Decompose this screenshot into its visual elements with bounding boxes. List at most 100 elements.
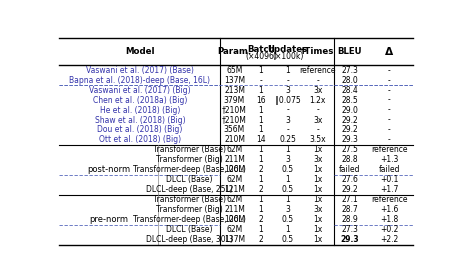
Text: reference: reference: [370, 195, 407, 204]
Text: 1x: 1x: [313, 215, 322, 224]
Text: He et al. (2018) (Big): He et al. (2018) (Big): [100, 105, 179, 115]
Text: 137M: 137M: [224, 235, 245, 244]
Text: -: -: [316, 126, 319, 134]
Text: Transformer-deep (Base, 20L): Transformer-deep (Base, 20L): [133, 215, 245, 224]
Text: BLEU: BLEU: [336, 47, 361, 56]
Text: DLCL (Base): DLCL (Base): [166, 175, 212, 184]
Text: reference: reference: [299, 66, 335, 75]
Text: 2: 2: [258, 215, 263, 224]
Text: 29.2: 29.2: [341, 185, 357, 194]
Text: 65M: 65M: [226, 66, 242, 75]
Text: -: -: [387, 86, 390, 95]
Text: 27.1: 27.1: [341, 195, 357, 204]
Text: 1x: 1x: [313, 165, 322, 174]
Text: Vaswani et al. (2017) (Big): Vaswani et al. (2017) (Big): [89, 86, 190, 95]
Text: 2: 2: [258, 165, 263, 174]
Text: Updates: Updates: [267, 45, 307, 54]
Text: (×100k): (×100k): [271, 52, 302, 61]
Text: 1: 1: [258, 155, 263, 164]
Text: 211M: 211M: [224, 205, 245, 214]
Text: 28.8: 28.8: [341, 155, 357, 164]
Text: Shaw et al. (2018) (Big): Shaw et al. (2018) (Big): [94, 116, 185, 124]
Text: 1: 1: [258, 145, 263, 155]
Text: Dou et al. (2018) (Big): Dou et al. (2018) (Big): [97, 126, 182, 134]
Text: -: -: [285, 105, 288, 115]
Text: 29.3: 29.3: [341, 136, 357, 144]
Text: 211M: 211M: [224, 155, 245, 164]
Text: 29.3: 29.3: [340, 235, 358, 244]
Text: 106M: 106M: [224, 215, 245, 224]
Text: Transformer-deep (Base, 20L): Transformer-deep (Base, 20L): [133, 165, 245, 174]
Text: Transformer (Big): Transformer (Big): [156, 155, 222, 164]
Text: Batch: Batch: [246, 45, 274, 54]
Text: 3x: 3x: [312, 205, 322, 214]
Text: †210M: †210M: [222, 105, 246, 115]
Text: 3.5x: 3.5x: [309, 136, 325, 144]
Text: Param.: Param.: [217, 47, 251, 56]
Text: 62M: 62M: [226, 225, 242, 234]
Text: -: -: [285, 76, 288, 85]
Text: failed: failed: [338, 165, 359, 174]
Text: post-norm: post-norm: [87, 165, 130, 174]
Text: 62M: 62M: [226, 175, 242, 184]
Text: 28.9: 28.9: [341, 215, 357, 224]
Text: 28.7: 28.7: [341, 205, 357, 214]
Text: DLCL-deep (Base, 30L): DLCL-deep (Base, 30L): [146, 235, 232, 244]
Text: 1: 1: [285, 66, 289, 75]
Text: 1: 1: [258, 195, 263, 204]
Text: 1x: 1x: [313, 175, 322, 184]
Text: 29.2: 29.2: [341, 126, 357, 134]
Text: 1: 1: [285, 195, 289, 204]
Text: Chen et al. (2018a) (Big): Chen et al. (2018a) (Big): [92, 95, 187, 105]
Text: pre-norm: pre-norm: [89, 215, 128, 224]
Text: 1: 1: [285, 145, 289, 155]
Text: 1: 1: [258, 105, 263, 115]
Text: Vaswani et al. (2017) (Base): Vaswani et al. (2017) (Base): [86, 66, 193, 75]
Text: -: -: [316, 105, 319, 115]
Text: +0.1: +0.1: [380, 175, 397, 184]
Text: 1x: 1x: [313, 225, 322, 234]
Text: +1.7: +1.7: [380, 185, 397, 194]
Text: -: -: [387, 126, 390, 134]
Text: 1x: 1x: [313, 195, 322, 204]
Text: Transformer (Big): Transformer (Big): [156, 205, 222, 214]
Text: +0.2: +0.2: [380, 225, 397, 234]
Text: Transformer (Base): Transformer (Base): [152, 145, 225, 155]
Text: Bapna et al. (2018)-deep (Base, 16L): Bapna et al. (2018)-deep (Base, 16L): [69, 76, 210, 85]
Text: 28.0: 28.0: [341, 76, 357, 85]
Text: Model: Model: [125, 47, 154, 56]
Text: 1: 1: [258, 86, 263, 95]
Text: 28.5: 28.5: [341, 95, 357, 105]
Text: 2: 2: [258, 185, 263, 194]
Text: -: -: [387, 105, 390, 115]
Text: 3x: 3x: [312, 116, 322, 124]
Text: -: -: [259, 76, 262, 85]
Text: 1x: 1x: [313, 235, 322, 244]
Text: 29.0: 29.0: [341, 105, 357, 115]
Text: -: -: [387, 136, 390, 144]
Text: 27.3: 27.3: [341, 66, 357, 75]
Text: 0.25: 0.25: [279, 136, 296, 144]
Text: 1: 1: [258, 126, 263, 134]
Text: 210M: 210M: [224, 136, 245, 144]
Text: -: -: [387, 66, 390, 75]
Text: 16: 16: [256, 95, 265, 105]
Text: 1: 1: [258, 175, 263, 184]
Text: 1: 1: [285, 175, 289, 184]
Text: 27.5: 27.5: [341, 145, 357, 155]
Text: 1x: 1x: [313, 145, 322, 155]
Text: -: -: [285, 126, 288, 134]
Text: failed: failed: [378, 165, 399, 174]
Text: 3x: 3x: [312, 86, 322, 95]
Text: 3: 3: [285, 205, 290, 214]
Text: -: -: [387, 76, 390, 85]
Text: Δ: Δ: [385, 47, 392, 57]
Text: 1: 1: [258, 205, 263, 214]
Text: -: -: [316, 76, 319, 85]
Text: -: -: [387, 116, 390, 124]
Text: 1: 1: [258, 116, 263, 124]
Text: 1: 1: [285, 225, 289, 234]
Text: +1.6: +1.6: [380, 205, 397, 214]
Text: 3: 3: [285, 86, 290, 95]
Text: 356M: 356M: [224, 126, 245, 134]
